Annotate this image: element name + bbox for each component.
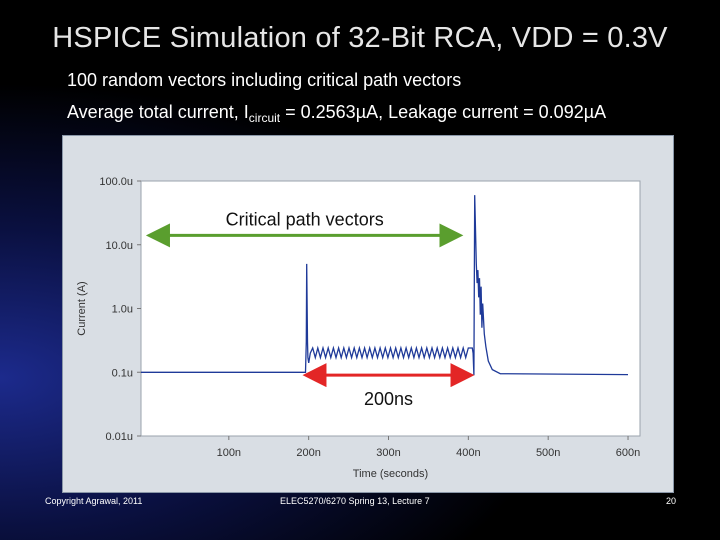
footer-copyright: Copyright Agrawal, 2011 bbox=[45, 496, 143, 506]
y-tick-label: 10.0u bbox=[105, 240, 133, 252]
y-tick-label: 1.0u bbox=[112, 304, 133, 316]
annotation-label: 200ns bbox=[364, 389, 413, 409]
annotation-label: Critical path vectors bbox=[226, 209, 384, 229]
bullet-vectors: 100 random vectors including critical pa… bbox=[67, 70, 462, 90]
footer-page-number: 20 bbox=[666, 496, 677, 506]
bullet-current-suffix: = 0.2563µA, Leakage current = 0.092µA bbox=[280, 102, 607, 122]
x-tick-label: 400n bbox=[456, 447, 480, 459]
slide-title: HSPICE Simulation of 32-Bit RCA, VDD = 0… bbox=[52, 22, 668, 54]
current-waveform-line bbox=[141, 195, 629, 376]
x-tick-label: 500n bbox=[536, 447, 560, 459]
y-tick-label: 0.1u bbox=[112, 367, 133, 379]
bullet-current-subscript: circuit bbox=[248, 111, 281, 125]
bullet-current: Average total current, Icircuit = 0.2563… bbox=[67, 102, 606, 125]
footer-course: ELEC5270/6270 Spring 13, Lecture 7 bbox=[280, 496, 430, 506]
x-tick-label: 300n bbox=[376, 447, 400, 459]
x-axis-label: Time (seconds) bbox=[353, 468, 428, 480]
x-tick-label: 200n bbox=[296, 447, 320, 459]
y-tick-label: 0.01u bbox=[105, 431, 133, 443]
x-tick-label: 100n bbox=[217, 447, 241, 459]
y-axis-label: Current (A) bbox=[76, 281, 88, 335]
chart-frame: 0.01u 0.1u 1.0u 10.0u 100.0u 100n 200n 300n 400n… bbox=[62, 135, 674, 493]
current-plot: 0.01u 0.1u 1.0u 10.0u 100.0u 100n 200n 300n 400n… bbox=[76, 176, 641, 480]
x-tick-label: 600n bbox=[616, 447, 640, 459]
bullet-current-prefix: Average total current, I bbox=[67, 102, 249, 122]
y-tick-label: 100.0u bbox=[99, 176, 133, 188]
